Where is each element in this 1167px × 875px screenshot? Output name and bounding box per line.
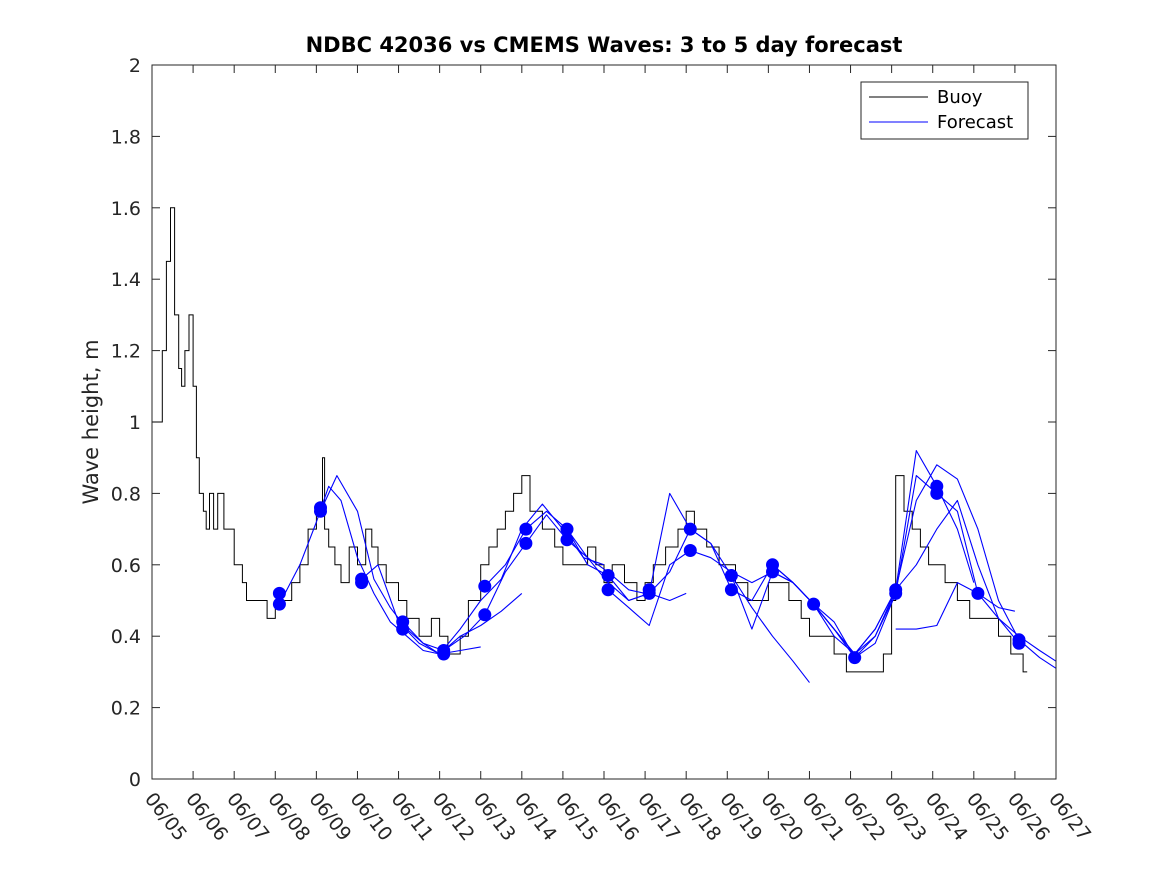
forecast-start-marker <box>766 558 779 572</box>
forecast-start-marker <box>807 597 821 611</box>
forecast-start-marker <box>355 572 369 586</box>
legend-buoy-label: Buoy <box>937 87 983 108</box>
y-tick-label: 0.4 <box>111 626 141 648</box>
y-tick-label: 1 <box>129 412 141 434</box>
forecast-start-markers <box>272 479 1026 665</box>
y-tick-label: 1.4 <box>111 269 141 291</box>
forecast-start-marker <box>930 479 944 493</box>
forecast-start-marker <box>642 583 656 597</box>
forecast-start-marker <box>478 608 492 622</box>
y-tick-label: 1.8 <box>111 126 141 148</box>
forecast-start-marker <box>889 583 903 597</box>
forecast-start-marker <box>601 569 615 582</box>
forecast-start-marker <box>314 501 327 515</box>
y-tick-label: 0 <box>129 769 141 791</box>
forecast-start-marker <box>560 533 574 547</box>
buoy-line <box>152 207 1028 673</box>
forecast-start-marker <box>396 615 410 629</box>
forecast-start-marker <box>519 522 533 536</box>
legend-forecast-label: Forecast <box>937 112 1013 133</box>
forecast-line <box>484 510 687 602</box>
forecast-line <box>895 582 1016 630</box>
buoy-series <box>152 207 1028 673</box>
y-tick-label: 1.6 <box>111 198 141 220</box>
forecast-start-marker <box>848 651 862 665</box>
forecast-start-marker <box>724 569 738 582</box>
forecast-start-marker <box>478 579 492 593</box>
forecast-line <box>320 475 523 655</box>
forecast-start-marker <box>683 522 697 536</box>
y-axis-label: Wave height, m <box>79 339 103 504</box>
forecast-start-marker <box>683 544 697 557</box>
forecast-start-marker <box>971 586 985 600</box>
forecast-start-marker <box>272 586 286 600</box>
y-tick-label: 2 <box>129 55 141 77</box>
forecast-line <box>854 499 1057 662</box>
forecast-start-marker <box>272 597 286 611</box>
plot-frame <box>151 64 1057 780</box>
forecast-start-marker <box>519 536 533 550</box>
plot-area <box>152 65 1056 779</box>
y-tick-label: 0.2 <box>111 698 141 720</box>
y-tick-label: 1.2 <box>111 341 141 363</box>
y-tick-label: 0.6 <box>111 555 141 577</box>
forecast-start-marker <box>601 583 615 597</box>
forecast-start-marker <box>437 644 451 657</box>
y-tick-label: 0.8 <box>111 483 141 505</box>
legend-box <box>860 81 1029 140</box>
legend: Buoy Forecast <box>860 81 1029 140</box>
y-axis-ticks: 0 0.2 0.4 0.6 0.8 1 1.2 1.4 1.6 1.8 2 <box>111 55 1056 791</box>
forecast-start-marker <box>1012 633 1026 647</box>
forecast-start-marker <box>724 583 738 597</box>
chart-title: NDBC 42036 vs CMEMS Waves: 3 to 5 day fo… <box>306 33 903 57</box>
forecast-start-marker <box>560 522 574 536</box>
